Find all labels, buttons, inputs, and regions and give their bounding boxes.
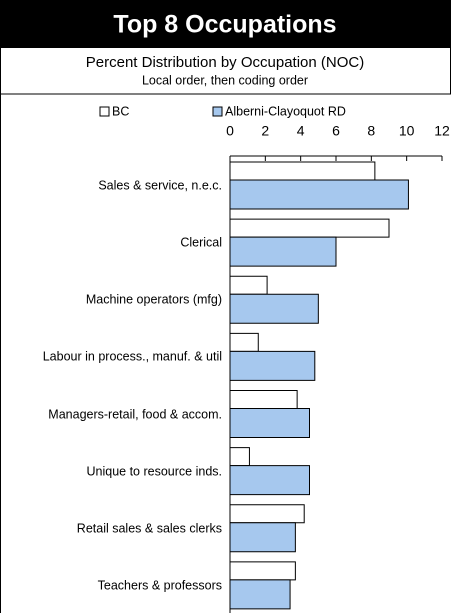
category-label: Teachers & professors [4,577,222,594]
legend-swatch [212,106,223,117]
bar [229,447,250,467]
bar [229,218,390,238]
bar [229,275,268,295]
x-tick-label: 0 [226,123,234,139]
x-tick-label: 2 [261,123,269,139]
category-text: Sales & service, n.e.c. [98,178,222,193]
bar [229,504,305,524]
bar [229,390,298,409]
chart-note: Local order, then coding order [142,73,308,87]
title-band [0,0,451,48]
category-text: Unique to resource inds. [86,464,223,479]
chart-title: Top 8 Occupations [113,11,336,39]
x-tick-label: 4 [297,123,305,139]
category-label: Machine operators (mfg) [4,292,222,309]
category-text: Clerical [180,235,222,250]
bar [229,579,291,610]
category-label: Unique to resource inds. [4,463,223,480]
category-text: Managers-retail, food & accom. [48,407,222,421]
legend-label: Alberni-Clayoquot RD [225,104,346,118]
bar [229,350,316,381]
bar [229,408,310,438]
bar [229,161,376,181]
x-tick-label: 12 [434,123,450,139]
bar [229,332,259,352]
chart-subtitle: Percent Distribution by Occupation (NOC) [86,54,364,71]
bar [229,179,409,210]
legend-swatch [99,106,110,117]
bar [229,293,319,324]
category-text: Retail sales & sales clerks [76,521,222,536]
x-tick-label: 8 [367,123,375,139]
bar [229,236,337,267]
legend-label: BC [112,104,129,118]
category-text: Teachers & professors [97,578,222,593]
category-text: Labour in process., manuf. & util [42,349,222,364]
x-tick-label: 6 [332,123,340,139]
category-label: Sales & service, n.e.c. [4,178,222,195]
bar [229,465,310,496]
category-label: Clerical [4,235,222,252]
bar [229,522,296,553]
category-text: Machine operators (mfg) [85,292,222,307]
category-label: Retail sales & sales clerks [4,520,222,537]
bar [229,561,296,581]
category-label: Managers-retail, food & accom. [4,406,222,423]
category-label: Labour in process., manuf. & util [4,349,222,366]
x-tick-label: 10 [399,123,415,139]
